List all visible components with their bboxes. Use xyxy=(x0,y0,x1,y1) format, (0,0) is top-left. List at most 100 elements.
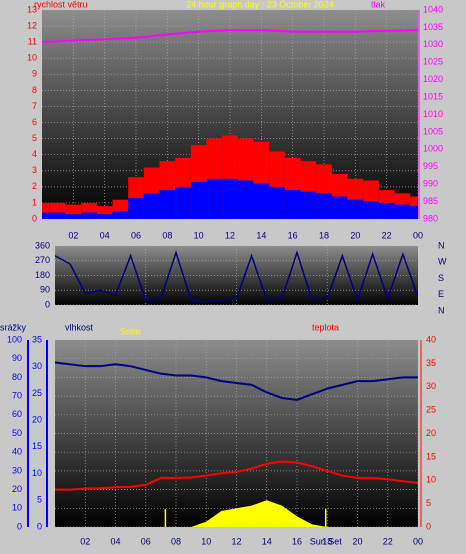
x-tick-label: 18 xyxy=(319,230,329,240)
y2-tick-label: 1035 xyxy=(423,22,443,32)
bar xyxy=(269,186,285,219)
x-tick-label: 06 xyxy=(131,230,141,240)
y3-tick-label: 35 xyxy=(32,334,42,344)
bar xyxy=(394,204,411,219)
x-tick-label: 22 xyxy=(383,536,393,546)
bar xyxy=(128,198,144,219)
y-tick-label: 1 xyxy=(32,197,37,207)
bar xyxy=(159,190,176,219)
y2-tick-label: 1040 xyxy=(423,4,443,14)
y3-tick-label: 0 xyxy=(37,521,42,531)
y-tick-label: 0 xyxy=(45,299,50,309)
x-tick-label: 22 xyxy=(382,230,392,240)
bar xyxy=(42,212,50,219)
y-tick-label: 270 xyxy=(35,255,50,265)
y2-label: teplota xyxy=(312,322,339,332)
y-tick-label: 30 xyxy=(12,465,22,475)
bar xyxy=(190,182,207,219)
x-tick-label: 04 xyxy=(110,536,120,546)
y3-tick-label: 20 xyxy=(32,415,42,425)
annotation: Sun Set xyxy=(310,536,343,546)
bar xyxy=(222,178,238,219)
x-tick-label: 08 xyxy=(171,536,181,546)
y2-tick-label: 15 xyxy=(426,451,436,461)
y-tick-label: 20 xyxy=(12,484,22,494)
bar xyxy=(316,193,332,219)
y-label: srážky xyxy=(0,322,27,332)
bar xyxy=(96,214,113,219)
y3-label: vlhkost xyxy=(65,322,94,332)
y-tick-label: 90 xyxy=(40,285,50,295)
x-tick-label: 00 xyxy=(413,536,423,546)
x-tick-label: 16 xyxy=(288,230,298,240)
y3-tick-label: 5 xyxy=(37,495,42,505)
x-tick-label: 14 xyxy=(262,536,272,546)
y2-tick-label: 985 xyxy=(423,196,438,206)
x-tick-label: 18 xyxy=(322,536,332,546)
y-tick-label: 12 xyxy=(27,20,37,30)
bar xyxy=(237,180,254,219)
x-tick-label: 02 xyxy=(80,536,90,546)
x-tick-label: 06 xyxy=(141,536,151,546)
y-tick-label: 10 xyxy=(12,503,22,513)
bar xyxy=(112,210,129,219)
x-tick-label: 20 xyxy=(350,230,360,240)
y-tick-label: 6 xyxy=(32,117,37,127)
x-tick-label: 16 xyxy=(292,536,302,546)
y2-tick-label: 1025 xyxy=(423,57,443,67)
bar xyxy=(410,206,418,219)
y-tick-label: 360 xyxy=(35,240,50,250)
y2-tick-label: 25 xyxy=(426,405,436,415)
bar xyxy=(42,202,50,219)
y2-tick-label: 35 xyxy=(426,358,436,368)
y-tick-label: 50 xyxy=(12,428,22,438)
solar-label: Solar xyxy=(120,326,141,336)
y2-tick-label: 1030 xyxy=(423,39,443,49)
y-tick-label: 90 xyxy=(12,353,22,363)
y3-tick-label: 30 xyxy=(32,361,42,371)
y-tick-label: 2 xyxy=(32,181,37,191)
bar xyxy=(65,214,82,219)
x-tick-label: 02 xyxy=(68,230,78,240)
bar xyxy=(284,190,301,219)
y-tick-label: 0 xyxy=(32,213,37,223)
y2-tick-label: 40 xyxy=(426,334,436,344)
x-tick-label: 04 xyxy=(100,230,110,240)
y2-tick-label: 1000 xyxy=(423,144,443,154)
y-tick-label: 40 xyxy=(12,447,22,457)
x-tick-label: 12 xyxy=(225,230,235,240)
series-line xyxy=(55,361,418,401)
y-tick-label: 8 xyxy=(32,85,37,95)
y2-tick-label: 990 xyxy=(423,179,438,189)
x-tick-label: 12 xyxy=(231,536,241,546)
bar xyxy=(363,201,379,219)
series-line xyxy=(55,250,418,303)
series-line xyxy=(42,29,418,44)
y2-tick-label: 1015 xyxy=(423,91,443,101)
y2-tick-label: 30 xyxy=(426,381,436,391)
y-tick-label: 70 xyxy=(12,390,22,400)
bar xyxy=(253,183,270,219)
bar xyxy=(143,193,160,219)
x-tick-label: 00 xyxy=(413,230,423,240)
series-line xyxy=(55,460,418,491)
y2-tick-label: 995 xyxy=(423,161,438,171)
y2-label: tlak xyxy=(371,0,386,9)
x-tick-label: 20 xyxy=(352,536,362,546)
direction-label: N xyxy=(438,305,445,315)
y-tick-label: 100 xyxy=(7,334,22,344)
y-tick-label: 3 xyxy=(32,165,37,175)
direction-label: E xyxy=(438,289,444,299)
direction-label: N xyxy=(438,240,445,250)
bar xyxy=(347,199,364,219)
y2-tick-label: 1005 xyxy=(423,126,443,136)
chart-title: 24 hour graph day : 23 October 2024 xyxy=(186,0,334,9)
direction-label: S xyxy=(438,273,444,283)
bar xyxy=(175,186,191,219)
bar xyxy=(331,196,348,219)
y2-tick-label: 10 xyxy=(426,475,436,485)
bar xyxy=(49,212,66,219)
y-tick-label: 7 xyxy=(32,101,37,111)
